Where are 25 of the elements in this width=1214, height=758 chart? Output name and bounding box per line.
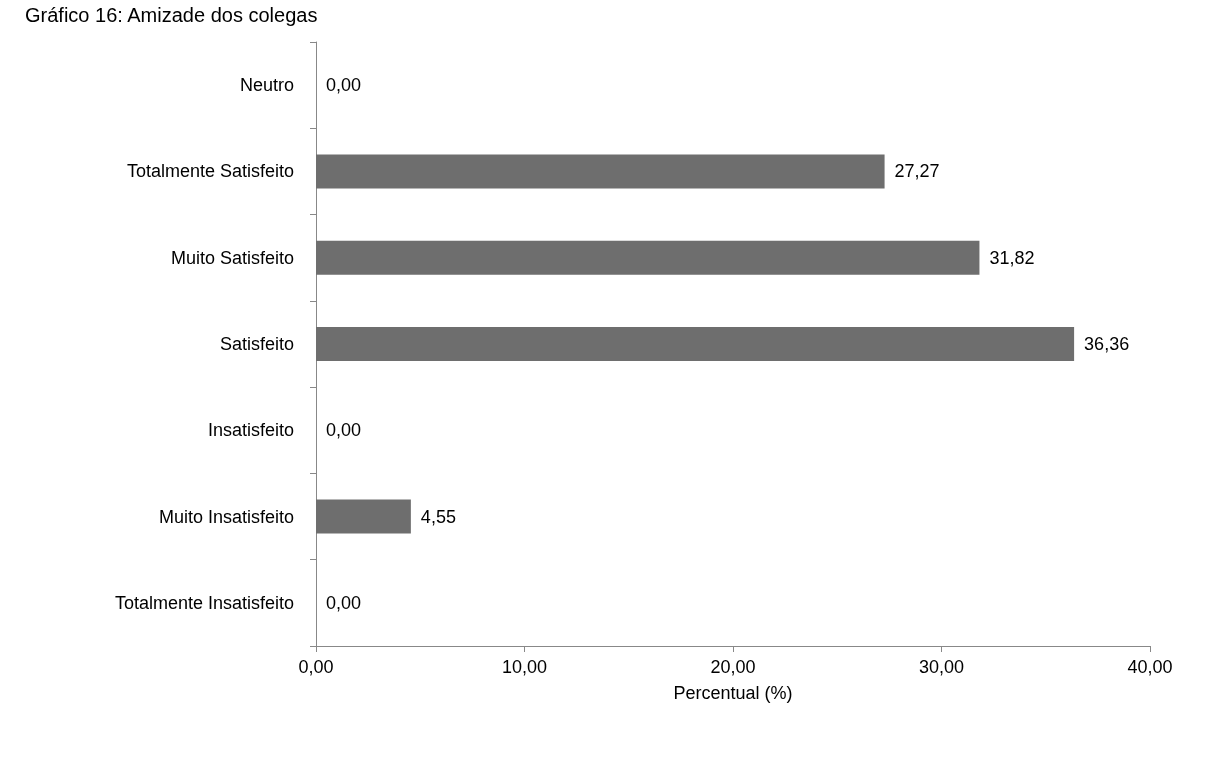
data-label: 4,55 [420,506,456,527]
data-label: 0,00 [326,75,362,96]
x-tick-label: 20,00 [710,657,756,677]
data-label: 0,00 [326,592,362,613]
y-tick-label: Muito Insatisfeito [158,506,294,527]
x-tick-label: 0,00 [298,657,334,677]
data-label: 27,27 [894,161,940,182]
y-tick-label: Totalmente Satisfeito [126,161,294,182]
data-label: 0,00 [326,420,362,441]
x-tick-label: 10,00 [501,657,548,677]
y-tick-label: Muito Satisfeito [170,247,294,268]
x-tick-label: 30,00 [918,657,965,677]
data-label: 31,82 [989,247,1035,268]
y-tick-label: Satisfeito [219,334,294,354]
y-tick-label: Totalmente Insatisfeito [114,592,294,613]
bar [316,240,980,275]
x-tick-label: 40,00 [1127,657,1173,677]
bar [316,154,885,189]
chart-title: Gráfico 16: Amizade dos colegas [25,4,318,26]
y-tick-label: Insatisfeito [207,420,294,441]
bar [316,327,1075,361]
x-axis-title: Percentual (%) [673,683,793,703]
y-tick-label: Neutro [239,75,294,96]
data-label: 36,36 [1084,334,1130,354]
bar [316,499,411,534]
